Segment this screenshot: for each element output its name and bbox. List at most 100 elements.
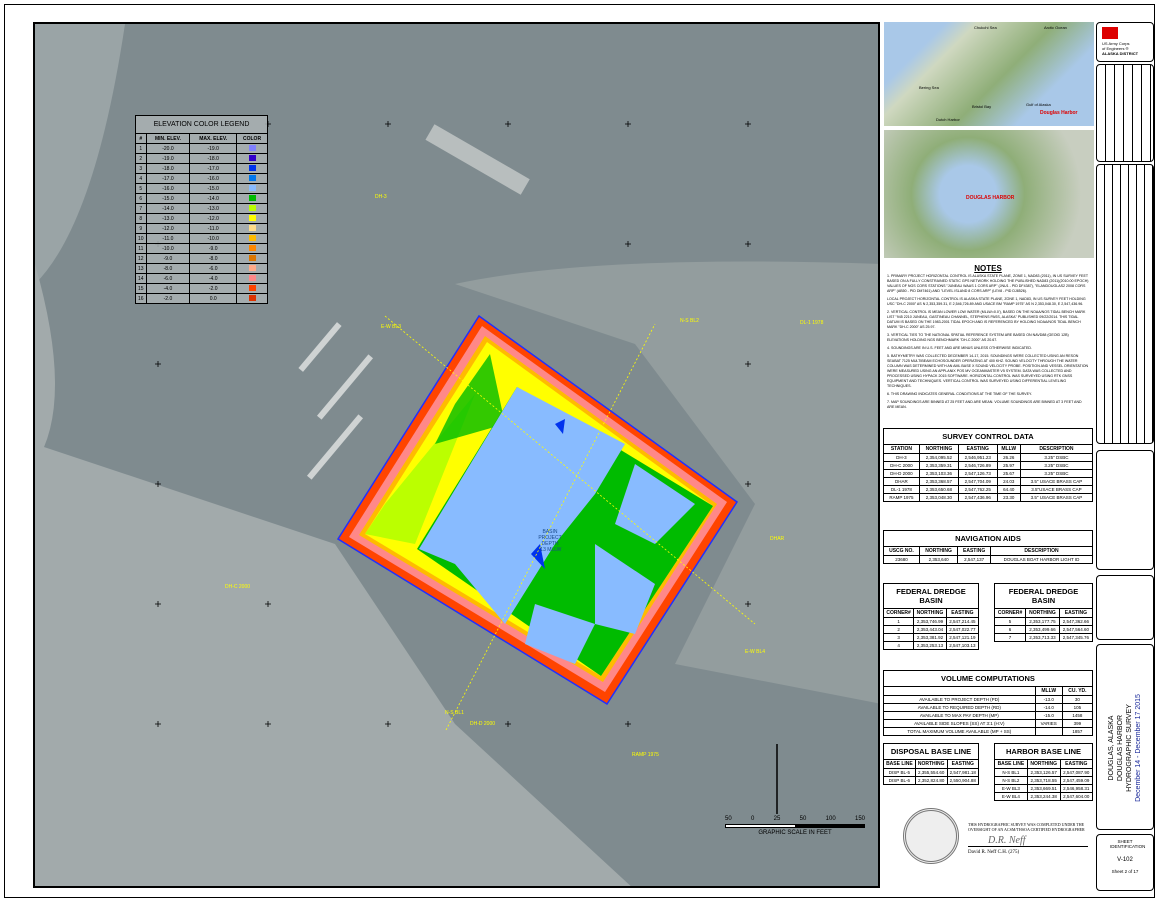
legend-cell: -2.0: [145, 293, 191, 304]
legend-row: 12 -9.0 -8.0: [135, 253, 268, 264]
table-cell: 6: [993, 625, 1027, 634]
legend-row: 7 -14.0 -13.0: [135, 203, 268, 214]
legend-cell: -19.0: [145, 153, 191, 164]
table-cell: 3.5"USACE BRASS CAP: [1019, 485, 1094, 494]
legend-cell: -12.0: [145, 223, 191, 234]
sheet-number: 2: [1124, 869, 1128, 874]
scale-bar: [725, 824, 865, 828]
table-row: N-S BL1 2,353,126.57 2,547,087.90: [994, 768, 1094, 777]
scale-tick-label: 150: [854, 816, 865, 822]
table-cell: 5: [993, 617, 1027, 626]
legend-cell: -10.0: [145, 243, 191, 254]
table-cell: N-S BL2: [994, 776, 1028, 785]
color-swatch: [248, 284, 256, 291]
note-item: LOCAL PROJECT HORIZONTAL CONTROL IS ALAS…: [887, 297, 1086, 306]
color-swatch: [248, 214, 256, 221]
legend-color-cell: [236, 233, 268, 244]
color-swatch: [248, 144, 256, 151]
table-row: TOTAL MAXIMUM VOLUME AVAILABLE (MP + SS)…: [883, 727, 1094, 736]
label-dl1: DL-1 1978: [800, 320, 824, 326]
legend-row: 5 -16.0 -15.0: [135, 183, 268, 194]
legend-cell: -16.0: [189, 173, 238, 184]
color-swatch: [248, 164, 256, 171]
table-cell: DH-3: [883, 453, 920, 462]
map-label: Gulf of Alaska: [1026, 102, 1051, 107]
label-ew3: E-W BL3: [381, 324, 402, 330]
legend-cell: 0.0: [189, 293, 238, 304]
note-item: 3. VERTICAL TIES TO THE NATIONAL SPATIAL…: [887, 333, 1069, 342]
disposal-base-line-table: DISPOSAL BASE LINE BASE LINE NORTHING EASTI…: [883, 743, 980, 785]
legend-cell: -12.0: [189, 213, 238, 224]
table-cell: 1: [882, 617, 915, 626]
certification-text: THIS HYDROGRAPHIC SURVEY WAS COMPLETED U…: [968, 822, 1085, 832]
table-cell: 2,547,604.00: [1059, 792, 1094, 801]
table-cell: 2,547,704.09: [957, 477, 998, 486]
note-item: 4. SOUNDINGS ARE IN U.S. FEET AND ARE MI…: [887, 346, 1032, 350]
survey-map[interactable]: DH-3 DL-1 1978 DHAR DH-C 2000 DH-D 2000 …: [33, 22, 880, 888]
alaska-inset-map: Chukchi Sea Arctic Ocean Bering Sea Bris…: [884, 22, 1094, 126]
legend-cell: -20.0: [145, 143, 191, 154]
legend-cell: 4: [135, 173, 147, 184]
sheet-id-label: SHEET IDENTIFICATION: [1110, 839, 1146, 849]
table-cell: 2,547,459.09: [1059, 776, 1094, 785]
table-cell: DH-C 2000: [883, 461, 920, 470]
table-cell: 2,353,359.31: [918, 461, 959, 470]
column-header: STATION: [883, 444, 920, 454]
legend-cell: 10: [135, 233, 147, 244]
table-row: AVAILABLE TO PROJECT DEPTH (PD) -13.0 30: [883, 695, 1094, 704]
column-header: EASTING: [1059, 759, 1094, 769]
column-header: USCG NO.: [883, 546, 920, 556]
table-cell: 2,353,650.68: [918, 485, 959, 494]
table-cell: 2,353,048.30: [918, 493, 959, 502]
color-swatch: [248, 244, 256, 251]
sheet-of: of: [1128, 869, 1133, 874]
legend-cell: -8.0: [189, 253, 238, 264]
table-cell: 3.25" DSBC: [1019, 461, 1094, 470]
table-cell: 23680: [883, 555, 920, 564]
table-cell: 2,352,824.80: [914, 776, 948, 785]
survey-control-table: SURVEY CONTROL DATA STATION NORTHING EASTIN…: [883, 428, 1094, 502]
color-swatch: [248, 184, 256, 191]
map-label: Bering Sea: [919, 85, 939, 90]
agency-logo-block: US Army Corps of Engineers ® ALASKA DIST…: [1096, 22, 1154, 62]
table-cell: 2,353,368.57: [918, 477, 959, 486]
hydrographer-seal: [903, 808, 959, 864]
legend-color-cell: [236, 173, 268, 184]
legend-cell: 5: [135, 183, 147, 194]
note-item: 7. MAP SOUNDINGS ARE BINNED AT 25 FEET A…: [887, 400, 1082, 409]
legend-row: 14 -6.0 -4.0: [135, 273, 268, 284]
legend-color-cell: [236, 153, 268, 164]
table-cell: N-S BL1: [994, 768, 1028, 777]
map-label: Chukchi Sea: [974, 25, 997, 30]
table-cell: 2,353,253.13: [913, 641, 947, 650]
legend-row: 9 -12.0 -11.0: [135, 223, 268, 234]
legend-row: 6 -15.0 -14.0: [135, 193, 268, 204]
label-ramp: RAMP 1975: [632, 752, 659, 758]
table-title: FEDERAL DREDGE BASIN: [883, 583, 979, 609]
table-title: SURVEY CONTROL DATA: [883, 428, 1093, 445]
table-cell: E-W BL4: [994, 792, 1028, 801]
table-title-row: NAVIGATION AIDS: [883, 530, 1093, 547]
harbor-base-line-table: HARBOR BASE LINE BASE LINE NORTHING EASTING…: [994, 743, 1094, 801]
legend-cell: -11.0: [145, 233, 191, 244]
table-cell: 2,547,762.25: [957, 485, 998, 494]
table-row: RAMP 1975 2,353,048.30 2,547,436.96 23.30 3.…: [883, 493, 1094, 502]
table-header-row: BASE LINE NORTHING EASTING: [883, 759, 980, 769]
sheet-word: Sheet: [1111, 869, 1124, 874]
table-cell: 2,547,362.66: [1058, 617, 1094, 626]
column-header: NORTHING: [1026, 759, 1061, 769]
legend-cell: -11.0: [189, 223, 238, 234]
table-cell: 2,354,095.52: [918, 453, 959, 462]
table-cell: DISP BL-5: [883, 768, 916, 777]
sheet-total: 17: [1133, 869, 1139, 874]
scale-tick-label: 50: [725, 816, 732, 822]
sheet-title: DOUGLAS, ALASKA DOUGLAS HARBOR HYDROGRAP…: [1107, 655, 1143, 841]
title-survey: HYDROGRAPHIC SURVEY: [1126, 704, 1133, 792]
table-cell: 2,546,951.23: [957, 453, 998, 462]
map-label: Dutch Harbor: [936, 117, 960, 122]
table-row: DISP BL-6 2,352,824.80 2,550,904.88: [883, 776, 980, 785]
navigation-aids-table: NAVIGATION AIDS USCG NO. NORTHING EASTING DE…: [883, 530, 1094, 564]
table-cell: 4: [882, 641, 915, 650]
label-dhc: DH-C 2000: [225, 584, 251, 590]
legend-row: 4 -17.0 -16.0: [135, 173, 268, 184]
